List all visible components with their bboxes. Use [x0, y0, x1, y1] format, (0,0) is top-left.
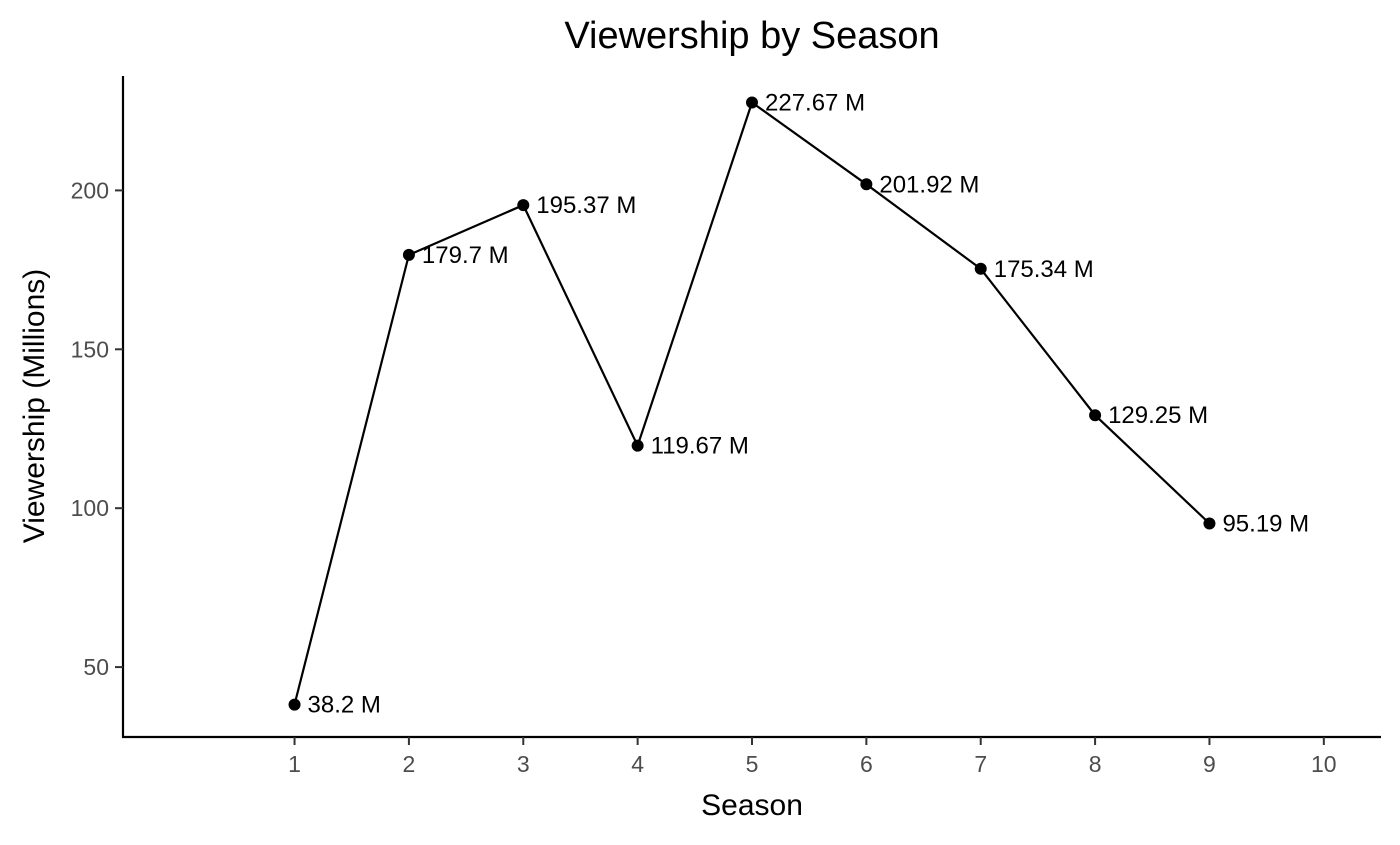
x-tick-label: 1 [288, 751, 301, 777]
data-label: 38.2 M [308, 692, 381, 719]
x-tick-label: 3 [517, 751, 530, 777]
y-axis-title: Viewership (Millions) [18, 269, 51, 544]
data-point [974, 262, 987, 275]
data-point [631, 439, 644, 452]
y-tick-label: 200 [71, 177, 109, 203]
data-point [860, 178, 873, 191]
data-label: 179.7 M [422, 242, 509, 269]
data-labels-layer: 38.2 M 179.7 M 195.37 M 119.67 M 227.67 M 201… [308, 89, 1310, 718]
data-point [288, 698, 301, 711]
data-label: 195.37 M [536, 192, 636, 219]
data-label: 175.34 M [994, 256, 1094, 283]
data-point [1203, 517, 1216, 530]
data-point [1089, 409, 1102, 422]
data-point [746, 96, 758, 109]
x-tick-label: 9 [1203, 751, 1216, 777]
data-label: 201.92 M [879, 171, 979, 198]
data-label: 119.67 M [651, 433, 749, 460]
series-layer [288, 96, 1216, 711]
x-axis-title: Season [701, 789, 803, 822]
x-tick-label: 2 [403, 751, 416, 777]
x-tick-label: 8 [1089, 751, 1102, 777]
x-tick-label: 7 [974, 751, 987, 777]
data-label: 129.25 M [1108, 402, 1208, 429]
y-tick-label: 150 [71, 336, 109, 362]
data-label: 227.67 M [765, 89, 865, 116]
x-tick-label: 4 [631, 751, 644, 777]
x-tick-label: 6 [860, 751, 873, 777]
y-tick-label: 50 [83, 654, 109, 680]
x-tick-label: 5 [746, 751, 759, 777]
data-point [402, 248, 415, 261]
data-label: 95.19 M [1222, 510, 1309, 537]
x-tick-label: 10 [1311, 751, 1337, 777]
data-point [517, 199, 530, 212]
series-line [293, 100, 1211, 705]
y-tick-label: 100 [71, 495, 109, 521]
ticks-layer: 1 2 3 4 5 6 7 8 9 10 50 100 150 200 [71, 177, 1337, 777]
chart-title: Viewership by Season [564, 15, 939, 57]
